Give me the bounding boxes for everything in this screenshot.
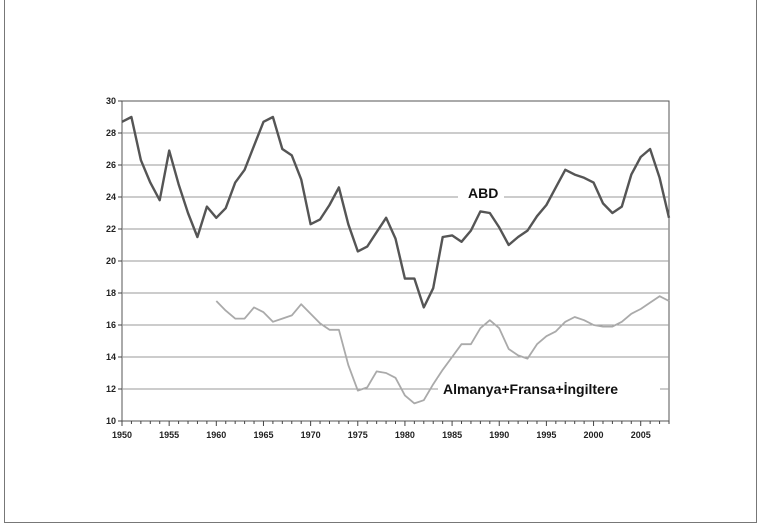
series-line-abd [121,115,671,309]
y-tick-label: 12 [106,384,116,394]
y-tick-label: 20 [106,256,116,266]
x-axis: 1950 1955 1960 1965 1970 1975 1980 1985 1990 1995… [112,421,670,440]
x-tick-label: 2005 [631,430,651,440]
y-tick-label: 22 [106,224,116,234]
x-tick-label: 1985 [442,430,462,440]
europe-label-background [438,378,660,400]
x-tick-label: 1960 [206,430,226,440]
x-tick-label: 2000 [584,430,604,440]
y-axis: 10 12 14 16 18 20 22 24 26 28 30 [106,96,122,426]
x-tick-label: 1955 [159,430,179,440]
gridlines [122,132,669,390]
y-tick-label: 28 [106,128,116,138]
x-tick-label: 1965 [253,430,273,440]
y-tick-label: 30 [106,96,116,106]
y-tick-label: 24 [106,192,116,202]
x-tick-label: 1980 [395,430,415,440]
figure-frame [4,0,757,523]
x-tick-label: 1950 [112,430,132,440]
series-line-europe [215,295,670,405]
y-tick-label: 18 [106,288,116,298]
x-tick-label: 1975 [348,430,368,440]
series-label-europe: Almanya+Fransa+İngiltere [443,381,618,397]
abd-label-background [458,182,504,204]
x-tick-label: 1995 [536,430,556,440]
series-label-abd: ABD [468,185,498,201]
y-tick-label: 16 [106,320,116,330]
series-lines [121,115,671,405]
x-tick-label: 1990 [489,430,509,440]
y-tick-label: 10 [106,416,116,426]
x-tick-label: 1970 [301,430,321,440]
y-tick-label: 26 [106,160,116,170]
y-tick-label: 14 [106,352,116,362]
